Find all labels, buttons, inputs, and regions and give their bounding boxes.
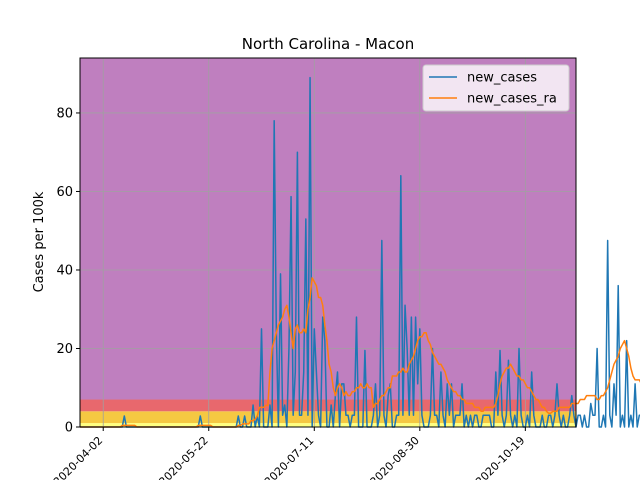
y-tick-label: 20: [56, 342, 73, 357]
y-axis-label: Cases per 100k: [32, 191, 47, 292]
x-tick-label: 2020-07-11: [262, 434, 316, 480]
y-tick-label: 80: [56, 106, 73, 121]
y-tick-label: 0: [65, 421, 73, 436]
legend: new_cases new_cases_ra: [422, 64, 570, 112]
x-tick-label: 2020-10-19: [473, 434, 527, 480]
background-band: [80, 423, 576, 427]
plot-frame: [79, 57, 577, 428]
background-bands: [80, 58, 576, 427]
y-tick-label: 40: [56, 263, 73, 278]
chart-title: North Carolina - Macon: [242, 35, 414, 53]
x-axis: 2020-04-02 2020-05-22 2020-07-11 2020-08-30…: [51, 427, 527, 480]
background-band: [80, 58, 576, 400]
y-axis: 0 20 40 60 80: [56, 106, 80, 436]
x-tick-label: 2020-04-02: [51, 434, 105, 480]
legend-label: new_cases_ra: [467, 92, 557, 107]
x-tick-label: 2020-05-22: [156, 434, 210, 480]
background-band: [80, 411, 576, 424]
y-tick-label: 60: [56, 185, 73, 200]
legend-label: new_cases: [467, 71, 537, 86]
background-band: [80, 399, 576, 412]
x-tick-label: 2020-08-30: [368, 434, 422, 480]
legend-box: [422, 64, 570, 112]
